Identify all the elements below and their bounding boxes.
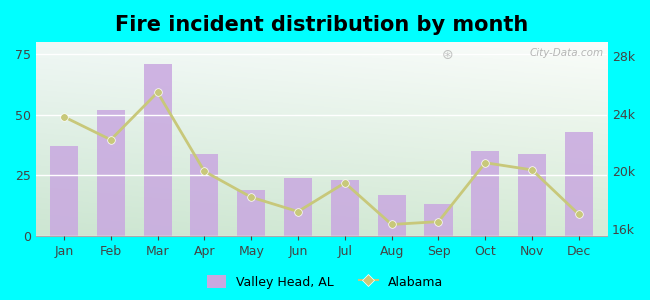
Bar [284,178,312,236]
Bar [237,190,265,236]
Bar [50,146,78,236]
Legend: Valley Head, AL, Alabama: Valley Head, AL, Alabama [202,270,448,294]
Title: Fire incident distribution by month: Fire incident distribution by month [115,15,528,35]
Bar [331,180,359,236]
Text: ⊛: ⊛ [441,48,453,62]
Bar [190,154,218,236]
Bar [424,205,452,236]
Bar [518,154,546,236]
Bar [97,110,125,236]
Bar [471,151,499,236]
Text: City-Data.com: City-Data.com [530,48,604,58]
Bar [378,195,406,236]
Bar [565,132,593,236]
Bar [144,64,172,236]
